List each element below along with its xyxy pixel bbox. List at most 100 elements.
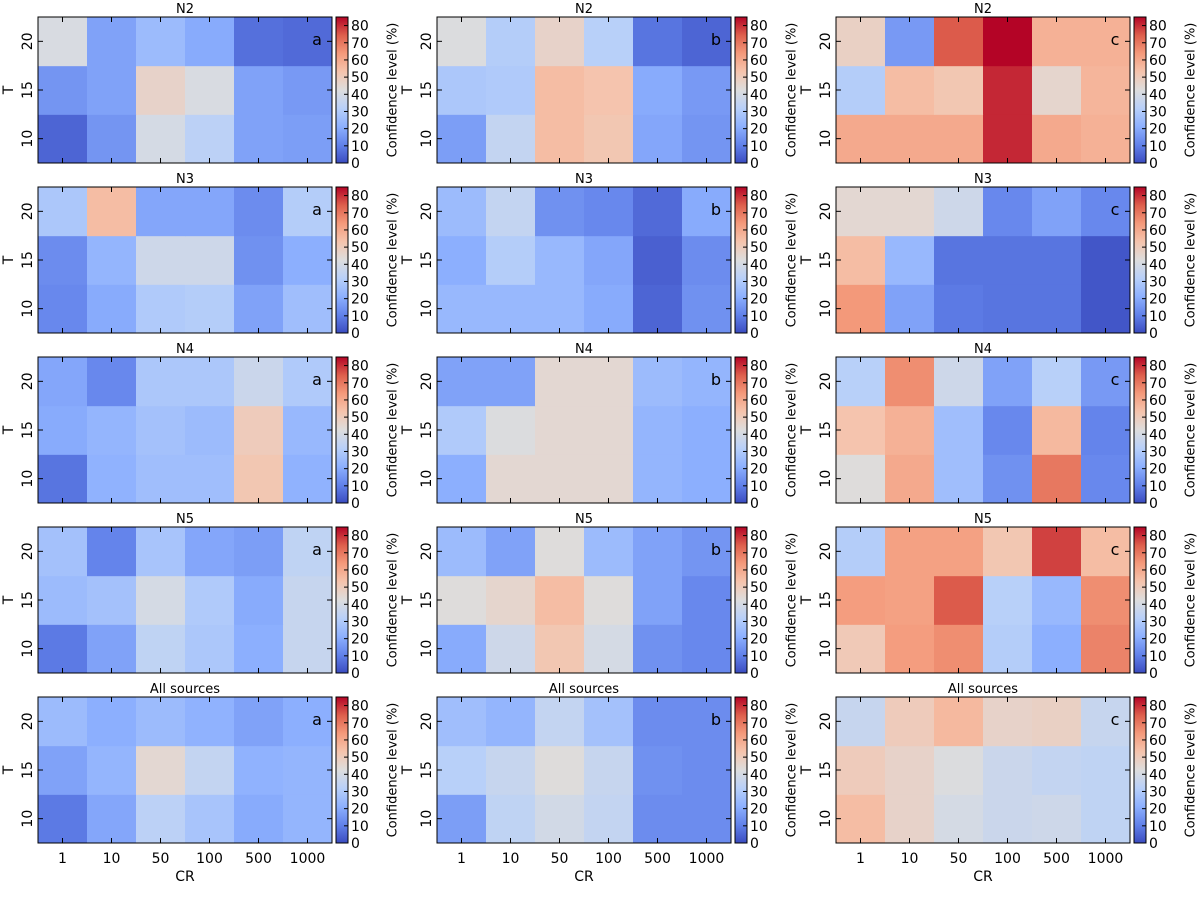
heatmap-cell	[283, 624, 333, 674]
y-tick-label: 10	[818, 810, 834, 828]
panel-title: All sources	[150, 682, 220, 697]
panel-letter: c	[1111, 200, 1120, 219]
heatmap-cell	[38, 454, 88, 504]
heatmap-cell	[38, 284, 88, 334]
colorbar-tick-label: 10	[351, 139, 369, 155]
heatmap-cell	[38, 357, 88, 407]
y-axis-label: T	[799, 765, 815, 775]
heatmap-cell	[283, 697, 333, 747]
heatmap-cell	[983, 187, 1033, 237]
colorbar-tick-label: 10	[351, 479, 369, 495]
colorbar-tick-label: 60	[750, 393, 768, 409]
heatmap-cell	[633, 17, 683, 67]
colorbar-gradient	[335, 356, 349, 504]
heatmap-cell	[87, 745, 137, 795]
colorbar-tick-label: 30	[1149, 614, 1167, 630]
colorbar-tick-label: 20	[750, 292, 768, 308]
heatmap-cell	[38, 187, 88, 237]
heatmap-cell	[486, 17, 536, 67]
heatmap-cell	[682, 527, 732, 577]
heatmap-cell	[437, 65, 487, 115]
y-tick-label: 15	[419, 591, 435, 609]
colorbar-tick-label: 30	[351, 784, 369, 800]
heatmap-cell	[836, 745, 886, 795]
heatmap-cell	[486, 745, 536, 795]
heatmap-cell	[486, 794, 536, 844]
heatmap-cell	[836, 65, 886, 115]
colorbar-tick-label: 50	[1149, 750, 1167, 766]
panel-title: N4	[575, 342, 593, 357]
heatmap-cell	[584, 527, 634, 577]
colorbar-tick-label: 60	[351, 223, 369, 239]
heatmap-cell	[584, 454, 634, 504]
heatmap-cell	[437, 114, 487, 164]
colorbar-tick-label: 80	[750, 189, 768, 205]
colorbar-tick-label: 70	[1149, 376, 1167, 392]
heatmap-cell	[1081, 624, 1131, 674]
colorbar-tick-label: 20	[1149, 292, 1167, 308]
panel-letter: b	[711, 200, 721, 219]
heatmap-cell	[535, 235, 585, 285]
x-tick-label: 10	[901, 851, 919, 867]
heatmap-cell	[584, 65, 634, 115]
y-tick-label: 20	[20, 202, 36, 220]
colorbar-tick-label: 80	[1149, 19, 1167, 35]
heatmap-cell	[185, 357, 235, 407]
heatmap-cell	[633, 284, 683, 334]
heatmap-cell	[836, 527, 886, 577]
colorbar-tick-label: 60	[1149, 223, 1167, 239]
heatmap-cell	[633, 527, 683, 577]
y-tick-label: 20	[419, 32, 435, 50]
colorbar-tick-label: 0	[351, 326, 360, 342]
panel-title: All sources	[948, 682, 1018, 697]
colorbar-tick-label: 30	[750, 614, 768, 630]
colorbar-gradient	[1133, 526, 1147, 674]
heatmap-cell	[283, 357, 333, 407]
heatmap-cell	[437, 745, 487, 795]
colorbar-label: Confidence level (%)	[386, 533, 401, 668]
heatmap-cell	[38, 114, 88, 164]
heatmap-cell	[1032, 235, 1082, 285]
colorbar-tick-label: 30	[351, 614, 369, 630]
heatmap-cell	[885, 405, 935, 455]
x-tick-label: 500	[245, 851, 272, 867]
heatmap-cell	[234, 527, 284, 577]
y-tick-label: 20	[818, 32, 834, 50]
colorbar-tick-label: 30	[1149, 274, 1167, 290]
y-tick-label: 20	[818, 372, 834, 390]
heatmap-cell	[185, 17, 235, 67]
colorbar-gradient	[1133, 356, 1147, 504]
colorbar-tick-label: 60	[1149, 563, 1167, 579]
heatmap-cell	[682, 624, 732, 674]
heatmap-cell	[535, 65, 585, 115]
heatmap-cell	[885, 235, 935, 285]
heatmap-cell	[136, 697, 186, 747]
heatmap-cell	[682, 697, 732, 747]
heatmap-cell	[836, 794, 886, 844]
heatmap-cell	[437, 17, 487, 67]
heatmap-cell	[885, 65, 935, 115]
heatmap-cell	[584, 17, 634, 67]
heatmap-cell	[535, 114, 585, 164]
y-tick-label: 15	[20, 421, 36, 439]
colorbar-tick-label: 0	[1149, 496, 1158, 512]
colorbar-gradient	[1133, 186, 1147, 334]
heatmap-cell	[234, 187, 284, 237]
colorbar-tick-label: 10	[750, 309, 768, 325]
y-tick-label: 20	[20, 32, 36, 50]
heatmap-cell	[885, 624, 935, 674]
heatmap-cell	[836, 284, 886, 334]
colorbar-tick-label: 10	[1149, 309, 1167, 325]
heatmap-cell	[983, 114, 1033, 164]
panel-title: N3	[974, 172, 992, 187]
colorbar-tick-label: 0	[750, 496, 759, 512]
heatmap-cell	[535, 284, 585, 334]
colorbar-tick-label: 70	[750, 206, 768, 222]
